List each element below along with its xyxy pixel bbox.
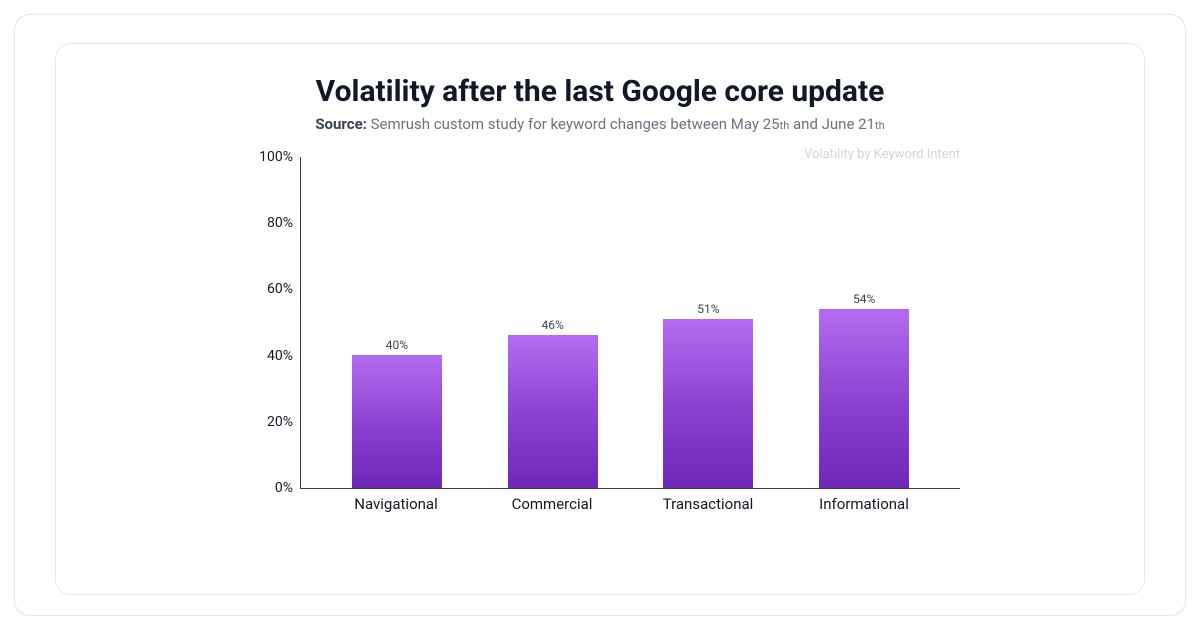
x-axis-label: Commercial — [492, 489, 612, 519]
bars-container: 40% 46% 51% 54% — [301, 157, 960, 488]
chart-area: Volatility by Keyword Intent 40%46%51%54… — [240, 151, 960, 519]
bar-column: 46% — [493, 318, 613, 488]
chart-card: Volatility after the last Google core up… — [55, 43, 1145, 595]
outer-card: Volatility after the last Google core up… — [14, 14, 1186, 616]
x-axis-label: Navigational — [336, 489, 456, 519]
subtitle-ordinal-b: th — [875, 119, 885, 132]
chart-title: Volatility after the last Google core up… — [96, 74, 1104, 109]
subtitle-text-b: and June 21 — [789, 115, 875, 133]
bar-value-label: 51% — [697, 302, 719, 316]
bar-column: 40% — [337, 338, 457, 488]
y-tick-label: 60% — [241, 281, 293, 297]
bar — [663, 319, 753, 488]
x-axis-labels: Navigational Commercial Transactional Infor… — [300, 489, 960, 519]
bar-column: 51% — [648, 302, 768, 488]
bar-value-label: 46% — [541, 318, 563, 332]
x-axis-label: Transactional — [648, 489, 768, 519]
source-label: Source: — [315, 115, 367, 133]
bar-value-label: 54% — [853, 292, 875, 306]
bar-value-label: 40% — [386, 338, 408, 352]
bar-column: 54% — [804, 292, 924, 488]
x-axis-label: Informational — [804, 489, 924, 519]
y-tick-label: 20% — [241, 414, 293, 430]
chart-subtitle: Source: Semrush custom study for keyword… — [96, 115, 1104, 133]
y-tick-label: 80% — [241, 215, 293, 231]
bar — [352, 355, 442, 488]
y-tick-label: 0% — [241, 480, 293, 496]
plot-area: 40%46%51%54% 0%20%40%60%80%100% — [300, 157, 960, 489]
y-tick-label: 40% — [241, 348, 293, 364]
bar — [508, 335, 598, 488]
subtitle-ordinal-a: th — [780, 119, 790, 132]
y-tick-label: 100% — [241, 149, 293, 165]
bar — [819, 309, 909, 488]
subtitle-text-a: Semrush custom study for keyword changes… — [367, 115, 780, 133]
